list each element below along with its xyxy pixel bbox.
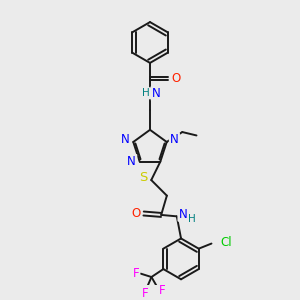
Text: O: O: [171, 72, 180, 85]
Text: O: O: [131, 207, 140, 220]
Text: N: N: [121, 133, 130, 146]
Text: H: H: [142, 88, 150, 98]
Text: F: F: [133, 267, 139, 280]
Text: F: F: [159, 284, 166, 297]
Text: H: H: [188, 214, 196, 224]
Text: N: N: [170, 133, 179, 146]
Text: S: S: [139, 171, 148, 184]
Text: F: F: [142, 287, 148, 300]
Text: N: N: [128, 155, 136, 168]
Text: N: N: [152, 87, 161, 100]
Text: Cl: Cl: [220, 236, 232, 249]
Text: N: N: [178, 208, 188, 220]
